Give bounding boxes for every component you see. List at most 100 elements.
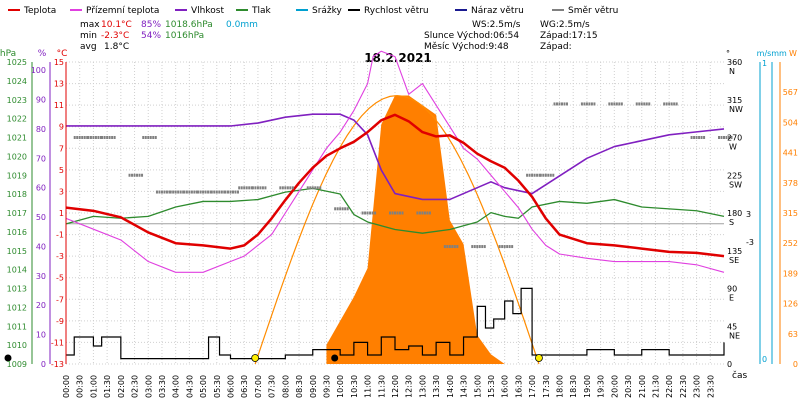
temperature-tick-label: 5 [59,166,64,175]
x-tick-label: 08:30 [295,375,304,398]
x-tick-label: 22:30 [679,375,688,398]
wind-direction-dot [421,211,424,215]
humidity-tick-label: 90 [36,96,46,105]
wind-direction-dot [254,186,257,190]
wind-direction-dot [234,190,237,194]
wind-direction-dot [728,136,730,139]
x-tick-label: 07:30 [268,375,277,398]
x-tick-label: 00:00 [62,375,71,398]
x-tick-label: 21:30 [651,375,660,398]
wind-direction-dot [289,186,292,190]
x-tick-label: 16:00 [501,375,510,398]
wind-direction-dot [369,211,372,215]
wind-direction-dot [87,136,90,139]
axis-unit-right: m/s [757,49,772,58]
humidity-tick-label: 70 [36,154,46,163]
wind-direction-dot [668,102,671,106]
x-tick-label: 12:00 [391,375,400,398]
axis-unit-right: ° [726,49,730,58]
wind-direction-dot [92,136,95,139]
wind-direction-dot [133,173,136,177]
wind-direction-dot [182,190,185,194]
wind-direction-dot [237,190,239,194]
stats-sunset: Západ:17:15 [540,31,598,41]
wind-direction-dot [259,186,262,190]
wind-direction-dot [723,136,725,139]
wind-direction-dot [81,136,84,139]
wind-direction-dot [341,207,344,211]
x-tick-label: 15:30 [487,375,496,398]
wind-direction-dot [106,136,109,139]
x-tick-label: 02:30 [131,375,140,398]
axis-unit-left: hPa [0,49,16,59]
stats-panel: max 10.1°C 85% 1018.6hPa 0.0mm min -2.3°… [80,20,598,52]
wind-direction-dot [141,173,144,177]
x-tick-label: 06:30 [240,375,249,398]
stats-wg: WG:2.5m/s [540,20,590,30]
wind-direction-dot [169,190,172,194]
legend-label: Rychlost větru [364,6,429,16]
stats-avg-temp: 1.8°C [104,42,129,52]
stats-max-rain: 0.0mm [226,20,258,30]
temperature-tick-label: 9 [59,123,64,132]
wind-direction-dot [339,207,342,211]
direction-tick-cardinal: NE [729,331,740,340]
wind-direction-dot [97,136,100,139]
axes: hPa% °C ° m/s mm W102510241023102210211020101… [0,49,798,398]
x-tick-label: 14:30 [460,375,469,398]
sunset-marker [535,354,543,362]
wind-direction-dot [279,186,282,190]
stats-min-hum: 54% [141,31,161,41]
direction-tick-label: 45 [727,322,737,331]
wind-direction-dot [506,245,509,249]
wind-direction-dot [154,136,157,139]
pressure-line [65,187,725,234]
pressure-tick-label: 1023 [7,96,27,105]
wind-direction-dot [638,102,641,106]
stats-min-temp: -2.3°C [101,31,129,41]
wind-direction-dot [314,186,317,190]
wind-direction-dot [243,186,246,190]
wind-direction-dot [583,102,586,106]
stats-moonrise: Měsíc Východ:9:48 [424,42,509,52]
wind-direction-dot [152,136,155,139]
wind-direction-dot [316,186,319,190]
legend-label: Tlak [251,6,272,16]
wind-direction-dot [190,190,193,194]
solar-tick-label: 63 [788,330,798,339]
wind-direction-dot [608,102,611,106]
wind-direction-dot [720,136,723,139]
wind-direction-dot [128,173,131,177]
wind-direction-dot [416,211,419,215]
x-tick-label: 08:00 [281,375,290,398]
wind-direction-dot [195,190,198,194]
wind-direction-dot [309,186,312,190]
wind-direction-dot [610,102,613,106]
wind-direction-dot [336,207,339,211]
wind-speed-line [66,287,725,360]
wind-direction-dot [552,173,555,177]
pressure-tick-label: 1021 [7,134,27,143]
wind-direction-dot [149,136,152,139]
wind-direction-dot [539,173,542,177]
wind-direction-dot [174,190,177,194]
pressure-tick-label: 1025 [7,58,27,67]
pressure-tick-label: 1013 [7,285,27,294]
wind-direction-dot [193,190,196,194]
stats-max-temp: 10.1°C [101,20,132,30]
wind-direction-dot [396,211,399,215]
direction-tick-cardinal: SE [729,256,739,265]
solar-tick-label: 0 [793,360,798,369]
legend: Teplota Přízemní teplota Vlhkost Tlak Srážky… [8,6,618,16]
wind-direction-dot [256,186,259,190]
solar-tick-label: 252 [783,239,798,248]
wind-direction-dot [536,173,539,177]
wind-direction-dot [620,102,623,106]
wind-direction-dot [371,211,374,215]
solar-area [254,94,540,365]
wind-direction-dot [103,136,106,139]
wind-direction-dot [185,190,188,194]
wind-direction-dot [451,245,454,249]
wind-direction-dot [588,102,591,106]
